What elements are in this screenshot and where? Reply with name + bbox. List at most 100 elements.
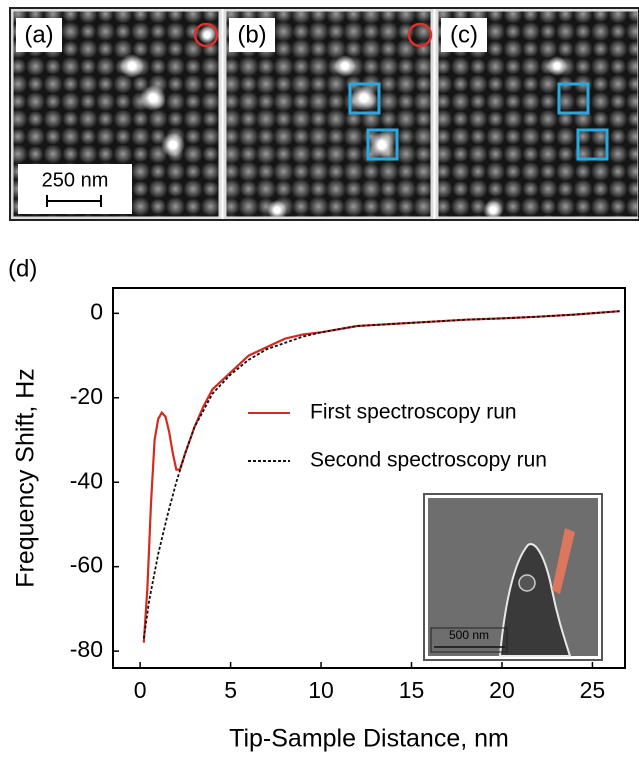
lattice-dot — [200, 126, 220, 147]
lattice-dot — [627, 10, 639, 23]
lattice-dot — [397, 127, 415, 146]
lattice-dot — [292, 92, 310, 111]
lattice-dot — [625, 21, 639, 42]
lattice-dot — [225, 143, 242, 165]
lattice-dot — [79, 93, 97, 110]
lattice-dot — [452, 110, 469, 128]
lattice-dot — [43, 74, 63, 94]
lattice-dot — [378, 56, 399, 77]
lattice-dot — [414, 180, 432, 198]
lattice-dot — [274, 75, 293, 93]
adatom — [369, 132, 395, 158]
lattice-dot — [379, 110, 398, 128]
lattice-dot — [504, 128, 522, 145]
lattice-dot — [130, 21, 151, 42]
lattice-dot — [149, 198, 167, 215]
lattice-dot — [309, 75, 328, 93]
lattice-dot — [590, 126, 611, 147]
adatom — [120, 54, 144, 78]
lattice-dot — [97, 40, 114, 58]
lattice-dot — [167, 10, 184, 23]
adatom — [267, 200, 287, 218]
lattice-dot — [290, 178, 312, 200]
y-tick-label: -80 — [70, 636, 103, 662]
lattice-dot — [522, 40, 539, 58]
lattice-dot — [608, 144, 628, 164]
lattice-dot — [625, 91, 639, 112]
panel-label: (b) — [237, 21, 266, 48]
lattice-dot — [290, 10, 312, 25]
lattice-dot — [592, 10, 609, 23]
lattice-dot — [327, 127, 345, 146]
lattice-dot — [397, 22, 415, 41]
lattice-dot — [413, 126, 432, 147]
lattice-dot — [360, 178, 382, 200]
lattice-dot — [360, 10, 382, 25]
lattice-dot — [325, 178, 347, 200]
lattice-dot — [413, 196, 432, 217]
lattice-dot — [437, 93, 452, 110]
lattice-dot — [395, 108, 417, 130]
lattice-dot — [149, 163, 167, 180]
lattice-dot — [308, 161, 329, 182]
lattice-dot — [114, 23, 132, 40]
lattice-dot — [274, 180, 293, 198]
lattice-dot — [62, 75, 79, 93]
legend-label: First spectroscopy run — [310, 401, 517, 424]
lattice-dot — [395, 38, 417, 60]
lattice-dot — [225, 108, 242, 130]
lattice-dot — [309, 40, 328, 58]
inset-scale-label: 500 nm — [449, 628, 489, 642]
lattice-dot — [225, 197, 240, 216]
lattice-dot — [27, 75, 44, 93]
lattice-dot — [450, 56, 471, 77]
lattice-dot — [468, 74, 488, 94]
lattice-dot — [504, 23, 522, 40]
lattice-dot — [290, 73, 312, 95]
lattice-dot — [292, 57, 310, 76]
lattice-dot — [183, 144, 203, 164]
lattice-dot — [395, 10, 417, 25]
lattice-dot — [273, 56, 294, 77]
lattice-dot — [308, 196, 329, 217]
lattice-dot — [184, 198, 202, 215]
lattice-dot — [450, 126, 471, 147]
x-tick-label: 0 — [134, 677, 147, 703]
lattice-dot — [504, 58, 522, 75]
adatom — [161, 133, 185, 157]
lattice-dot — [184, 93, 202, 110]
lattice-dot — [520, 91, 541, 112]
lattice-dot — [539, 163, 557, 180]
lattice-dot — [344, 40, 363, 58]
lattice-dot — [609, 23, 627, 40]
lattice-dot — [504, 93, 522, 110]
lattice-dot — [539, 93, 557, 110]
lattice-dot — [183, 10, 203, 24]
adatom — [334, 55, 356, 77]
lattice-dot — [12, 144, 28, 164]
lattice-dot — [590, 196, 611, 217]
lattice-dot — [343, 21, 364, 42]
lattice-dot — [238, 126, 259, 147]
lattice-dot — [308, 126, 329, 147]
lattice-dot — [362, 22, 380, 41]
lattice-dot — [395, 178, 417, 200]
lattice-dot — [538, 39, 558, 59]
lattice-dot — [592, 75, 609, 93]
lattice-dot — [184, 128, 202, 145]
lattice-dot — [327, 197, 345, 216]
lattice-dot — [539, 128, 557, 145]
lattice-dot — [469, 163, 487, 180]
adatom — [140, 85, 166, 111]
lattice-dot — [522, 180, 539, 198]
lattice-dot — [97, 145, 114, 163]
lattice-dot — [309, 145, 328, 163]
lattice-dot — [184, 58, 202, 75]
lattice-dot — [257, 162, 275, 181]
lattice-dot — [555, 91, 576, 112]
lattice-dot — [200, 56, 220, 77]
lattice-dot — [200, 161, 220, 182]
lattice-dot — [97, 10, 114, 23]
